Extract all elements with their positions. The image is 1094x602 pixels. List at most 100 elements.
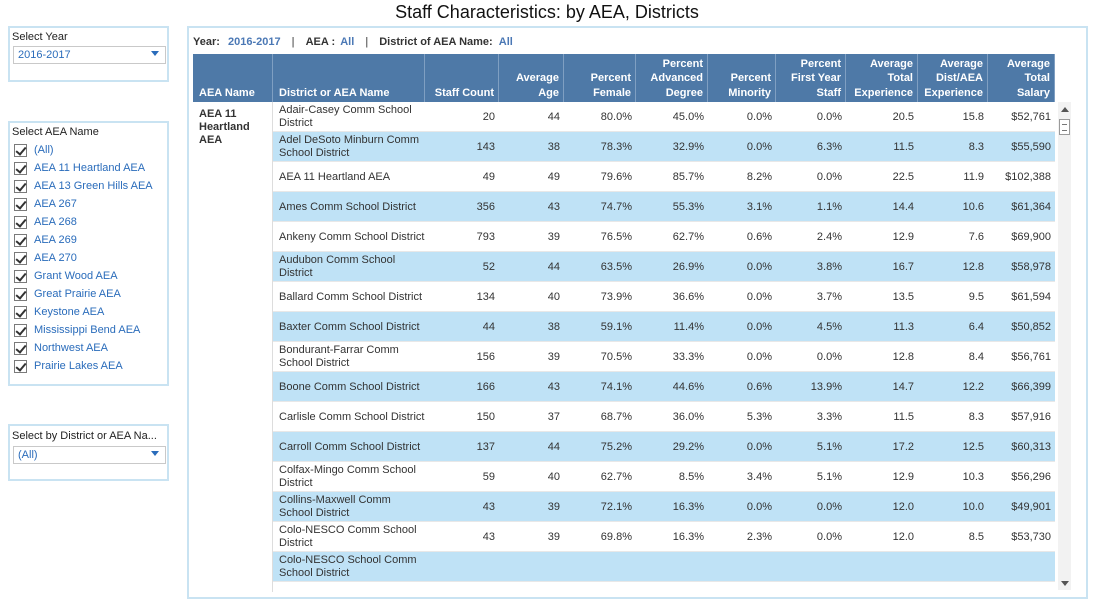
checkbox-checked-icon[interactable]: [14, 323, 27, 337]
column-header-label: Percent First Year Staff: [791, 57, 841, 101]
table-row[interactable]: Adair-Casey Comm School District 20 44 80.0…: [273, 102, 1055, 132]
aea-group-name: AEA 11 Heartland AEA: [199, 108, 250, 146]
table-row[interactable]: Ankeny Comm School District 793 39 76.5% 62.…: [273, 222, 1055, 252]
value-cell: 0.0%: [816, 500, 842, 513]
value-cell: 16.7: [892, 260, 914, 273]
column-header[interactable]: Percent Advanced Degree: [636, 54, 708, 102]
value-cell: 33.3%: [672, 350, 704, 363]
column-header-label: Staff Count: [435, 86, 494, 101]
district-name-cell: AEA 11 Heartland AEA: [279, 170, 391, 183]
aea-option-label: AEA 270: [34, 252, 77, 264]
table-row[interactable]: Collins-Maxwell Comm School District 43 39…: [273, 492, 1055, 522]
checkbox-checked-icon[interactable]: [14, 359, 27, 373]
district-filter-panel: Select by District or AEA Na... (All): [8, 424, 169, 481]
checkbox-checked-icon[interactable]: [14, 197, 27, 211]
aea-option[interactable]: AEA 268: [14, 213, 164, 231]
aea-option[interactable]: Keystone AEA: [14, 303, 164, 321]
value-cell: 3.1%: [746, 200, 772, 213]
value-cell: [918, 552, 984, 582]
aea-option[interactable]: Great Prairie AEA: [14, 285, 164, 303]
table-row[interactable]: Colo-NESCO School Comm School District: [273, 552, 1055, 582]
value-cell: 11.9: [963, 170, 984, 183]
value-cell: 45.0%: [672, 110, 704, 123]
checkbox-checked-icon[interactable]: [14, 233, 27, 247]
checkbox-checked-icon[interactable]: [14, 269, 27, 283]
table-scrollbar[interactable]: [1058, 102, 1071, 590]
scroll-thumb[interactable]: [1059, 119, 1070, 135]
value-cell: $60,313: [1011, 440, 1051, 453]
aea-option[interactable]: AEA 13 Green Hills AEA: [14, 177, 164, 195]
checkbox-checked-icon[interactable]: [14, 143, 27, 157]
aea-option[interactable]: Mississippi Bend AEA: [14, 321, 164, 339]
checkbox-checked-icon[interactable]: [14, 251, 27, 265]
table-row[interactable]: Ballard Comm School District 134 40 73.9% 36…: [273, 282, 1055, 312]
value-cell: 70.5%: [600, 350, 632, 363]
value-cell: $66,399: [1011, 380, 1051, 393]
aea-option[interactable]: AEA 270: [14, 249, 164, 267]
column-header-label: Percent Female: [591, 71, 631, 100]
column-header[interactable]: AEA Name: [193, 54, 273, 102]
district-select-value: (All): [18, 449, 38, 461]
value-cell: 0.0%: [816, 170, 842, 183]
checkbox-checked-icon[interactable]: [14, 179, 27, 193]
year-select[interactable]: 2016-2017: [13, 46, 166, 64]
table-row[interactable]: Audubon Comm School District 52 44 63.5% 26.…: [273, 252, 1055, 282]
checkbox-checked-icon[interactable]: [14, 305, 27, 319]
table-row[interactable]: AEA 11 Heartland AEA 49 49 79.6% 85.7% 8.2% 0.…: [273, 162, 1055, 192]
checkbox-checked-icon[interactable]: [14, 215, 27, 229]
aea-filter-panel: Select AEA Name (All) AEA 11 Heartland AE…: [8, 121, 169, 386]
aea-option[interactable]: (All): [14, 141, 164, 159]
table-row[interactable]: Carroll Comm School District 137 44 75.2% 29…: [273, 432, 1055, 462]
column-header[interactable]: Average Age: [499, 54, 564, 102]
value-cell: 43: [482, 530, 495, 543]
aea-option[interactable]: AEA 267: [14, 195, 164, 213]
table-row[interactable]: Adel DeSoto Minburn Comm School District…: [273, 132, 1055, 162]
table-row[interactable]: Bondurant-Farrar Comm School District 156…: [273, 342, 1055, 372]
checkbox-checked-icon[interactable]: [14, 161, 27, 175]
aea-option[interactable]: Northwest AEA: [14, 339, 164, 357]
district-name-cell: Adel DeSoto Minburn Comm School District: [279, 134, 420, 159]
scroll-up-icon[interactable]: [1061, 107, 1069, 112]
checkbox-checked-icon[interactable]: [14, 341, 27, 355]
aea-option[interactable]: AEA 269: [14, 231, 164, 249]
value-cell: 14.4: [892, 200, 914, 213]
table-row[interactable]: Colo-NESCO Comm School District 43 39 69.8%…: [273, 522, 1055, 552]
aea-option[interactable]: AEA 11 Heartland AEA: [14, 159, 164, 177]
district-name-cell: Ankeny Comm School District: [279, 230, 425, 243]
column-header-line: Total: [1024, 72, 1050, 84]
table-row[interactable]: Ames Comm School District 356 43 74.7% 55.3%…: [273, 192, 1055, 222]
column-header-line: Average: [1006, 57, 1050, 70]
value-cell: 0.0%: [746, 260, 772, 273]
value-cell: [499, 582, 560, 592]
column-header[interactable]: Percent Minority: [708, 54, 776, 102]
column-header[interactable]: District or AEA Name: [273, 54, 425, 102]
staff-table: AEA Name District or AEA Name Staff Count A…: [193, 54, 1071, 592]
table-row[interactable]: Boone Comm School District 166 43 74.1% 44.6…: [273, 372, 1055, 402]
value-cell: 75.2%: [600, 440, 632, 453]
checkbox-checked-icon[interactable]: [14, 287, 27, 301]
column-header[interactable]: Percent First Year Staff: [776, 54, 846, 102]
value-cell: 17.2: [892, 440, 914, 453]
column-header[interactable]: Average Total Experience: [846, 54, 918, 102]
value-cell: 11.5: [893, 410, 914, 423]
aea-option[interactable]: Prairie Lakes AEA: [14, 357, 164, 375]
table-row[interactable]: Colfax-Mingo Comm School District 59 40 62.…: [273, 462, 1055, 492]
column-header[interactable]: Staff Count: [425, 54, 499, 102]
value-cell: 76.5%: [600, 230, 632, 243]
column-header[interactable]: Percent Female: [564, 54, 636, 102]
table-row[interactable]: Coon Rapids-Bayard Comm: [273, 582, 1055, 593]
value-cell: [499, 552, 560, 582]
table-row[interactable]: Baxter Comm School District 44 38 59.1% 11.4…: [273, 312, 1055, 342]
column-header[interactable]: Average Total Salary: [988, 54, 1055, 102]
value-cell: 80.0%: [600, 110, 632, 123]
table-row[interactable]: Carlisle Comm School District 150 37 68.7% 3…: [273, 402, 1055, 432]
aea-option[interactable]: Grant Wood AEA: [14, 267, 164, 285]
value-cell: 0.0%: [816, 110, 842, 123]
district-select[interactable]: (All): [13, 446, 166, 464]
column-header[interactable]: Average Dist/AEA Experience: [918, 54, 988, 102]
scroll-down-icon[interactable]: [1061, 581, 1069, 586]
value-cell: [776, 552, 842, 582]
column-header-label: District or AEA Name: [279, 86, 389, 101]
chevron-down-icon: [151, 451, 159, 456]
value-cell: 0.0%: [746, 290, 772, 303]
